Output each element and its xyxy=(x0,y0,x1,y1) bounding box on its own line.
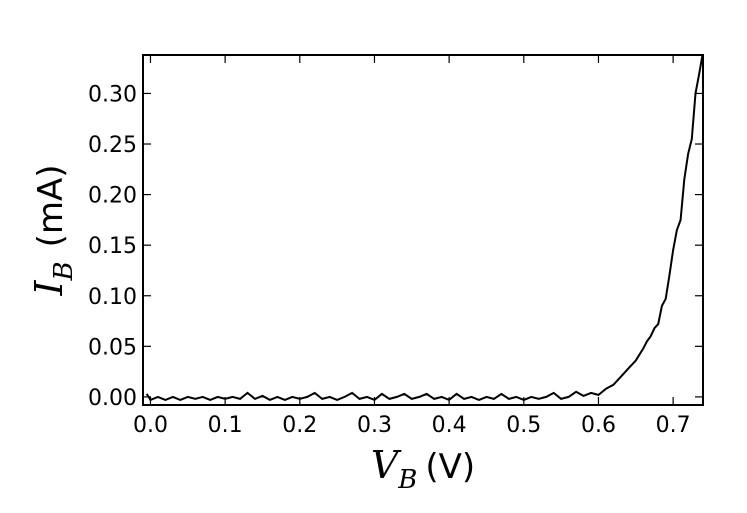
y-axis-label: IB (mA) xyxy=(27,164,79,296)
y-tick-label: 0.20 xyxy=(88,184,137,209)
x-tick-label: 0.6 xyxy=(581,413,616,438)
x-axis-label-subscript: B xyxy=(397,465,417,495)
x-axis-label-variable: V xyxy=(371,443,402,487)
x-tick-label: 0.2 xyxy=(282,413,317,438)
y-tick-label: 0.05 xyxy=(88,335,137,360)
y-axis-label-variable: I xyxy=(27,280,71,297)
x-axis-label-unit: (V) xyxy=(425,447,475,487)
x-tick-label: 0.0 xyxy=(133,413,168,438)
x-tick-label: 0.1 xyxy=(208,413,243,438)
y-axis-label-unit: (mA) xyxy=(31,164,71,247)
x-axis-label: VB (V) xyxy=(371,443,475,495)
y-axis-ticks: 0.00 0.05 0.10 0.15 0.20 0.25 0.30 xyxy=(88,82,703,411)
y-tick-label: 0.10 xyxy=(88,285,137,310)
y-tick-label: 0.25 xyxy=(88,133,137,158)
x-tick-label: 0.3 xyxy=(357,413,392,438)
x-tick-label: 0.4 xyxy=(432,413,467,438)
y-axis-label-subscript: B xyxy=(49,261,79,281)
x-tick-label: 0.5 xyxy=(506,413,541,438)
plot-area xyxy=(142,54,704,406)
y-tick-label: 0.30 xyxy=(88,82,137,107)
y-tick-label: 0.15 xyxy=(88,234,137,259)
y-tick-label: 0.00 xyxy=(88,386,137,411)
axes-frame xyxy=(142,54,704,406)
x-axis-ticks: 0.0 0.1 0.2 0.3 0.4 0.5 0.6 0.7 xyxy=(133,55,691,438)
x-tick-label: 0.7 xyxy=(656,413,691,438)
series-line-0 xyxy=(145,55,704,402)
